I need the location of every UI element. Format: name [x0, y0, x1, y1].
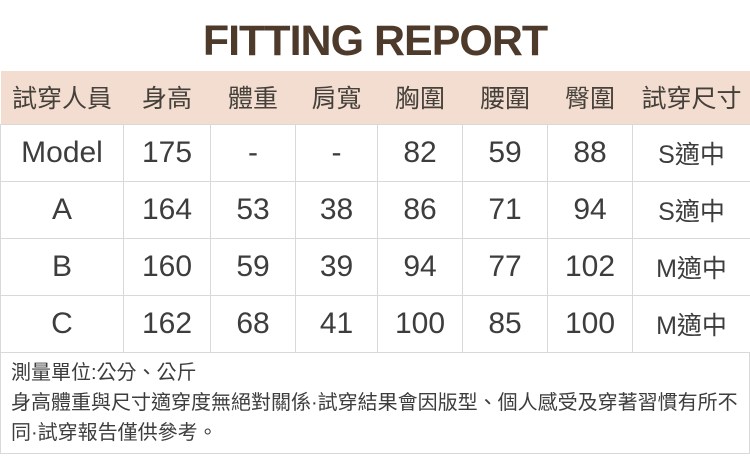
size-cell: M適中: [632, 237, 750, 296]
table-cell: 88: [547, 123, 633, 182]
row-label: A: [0, 180, 124, 239]
table-cell: 94: [377, 237, 463, 296]
measurement-unit-note: 測量單位:公分、公斤: [11, 361, 197, 384]
table-row-model: Model 175 - - 82 59 88 S適中: [0, 123, 750, 182]
col-header-weight: 體重: [210, 71, 296, 124]
row-label: B: [0, 237, 124, 296]
disclaimer-note: 身高體重與尺寸適穿度無絕對關係·試穿結果會因版型、個人感受及穿著習慣有所不同·試…: [11, 391, 738, 444]
table-cell: -: [210, 123, 296, 182]
page-title: FITTING REPORT: [202, 17, 548, 65]
table-cell: 86: [377, 180, 463, 239]
table-cell: 41: [295, 294, 378, 353]
table-cell: 175: [123, 123, 211, 182]
col-header-size: 試穿尺寸: [632, 71, 750, 124]
table-cell: 100: [547, 294, 633, 353]
table-cell: 100: [377, 294, 463, 353]
row-label: C: [0, 294, 124, 353]
table-cell: 162: [123, 294, 211, 353]
table-cell: 94: [547, 180, 633, 239]
footnotes: 測量單位:公分、公斤 身高體重與尺寸適穿度無絕對關係·試穿結果會因版型、個人感受…: [0, 352, 750, 454]
table-cell: 77: [462, 237, 548, 296]
table-cell: 68: [210, 294, 296, 353]
col-header-waist: 腰圍: [462, 71, 548, 124]
table-cell: 38: [295, 180, 378, 239]
table-cell: -: [295, 123, 378, 182]
table-cell: 164: [123, 180, 211, 239]
table-cell: 39: [295, 237, 378, 296]
table-cell: 53: [210, 180, 296, 239]
size-cell: S適中: [632, 180, 750, 239]
table-cell: 59: [210, 237, 296, 296]
table-cell: 82: [377, 123, 463, 182]
col-header-hip: 臀圍: [547, 71, 633, 124]
table-header-row: 試穿人員 身高 體重 肩寬 胸圍 腰圍 臀圍 試穿尺寸: [0, 71, 750, 124]
table-row-b: B 160 59 39 94 77 102 M適中: [0, 237, 750, 296]
size-cell: M適中: [632, 294, 750, 353]
size-cell: S適中: [632, 123, 750, 182]
table-row-a: A 164 53 38 86 71 94 S適中: [0, 180, 750, 239]
fitting-table: 試穿人員 身高 體重 肩寬 胸圍 腰圍 臀圍 試穿尺寸 Model 175 - …: [0, 71, 750, 353]
table-cell: 71: [462, 180, 548, 239]
table-cell: 85: [462, 294, 548, 353]
row-label: Model: [0, 123, 124, 182]
col-header-height: 身高: [123, 71, 211, 124]
table-cell: 102: [547, 237, 633, 296]
col-header-shoulder: 肩寬: [295, 71, 378, 124]
col-header-chest: 胸圍: [377, 71, 463, 124]
col-header-person: 試穿人員: [0, 71, 124, 124]
table-cell: 59: [462, 123, 548, 182]
table-cell: 160: [123, 237, 211, 296]
table-row-c: C 162 68 41 100 85 100 M適中: [0, 294, 750, 353]
